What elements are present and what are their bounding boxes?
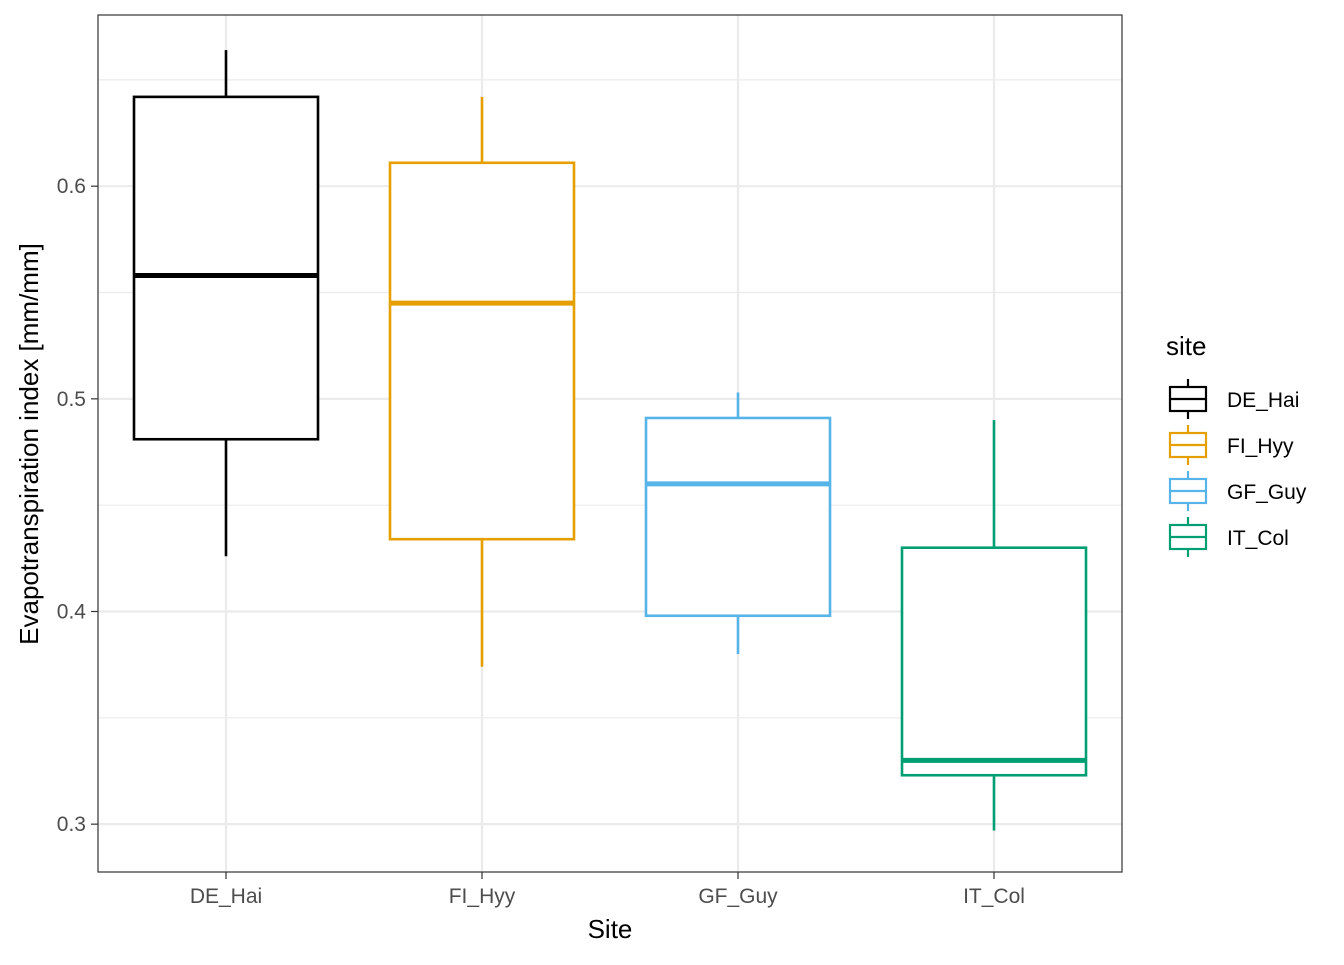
legend-item-IT_Col: IT_Col: [1168, 517, 1289, 557]
x-tick-label: IT_Col: [963, 885, 1025, 908]
x-tick-label: FI_Hyy: [449, 885, 516, 908]
legend: DE_Hai FI_Hyy GF_Guy IT_Col: [1168, 379, 1307, 557]
x-axis-title: Site: [588, 914, 633, 944]
legend-title: site: [1166, 331, 1206, 361]
legend-label: DE_Hai: [1227, 389, 1299, 412]
box-IT_Col: [900, 420, 1088, 831]
boxes: [132, 50, 1088, 831]
x-tick-label: GF_Guy: [698, 885, 778, 908]
legend-label: FI_Hyy: [1227, 435, 1294, 458]
legend-label: IT_Col: [1227, 527, 1289, 550]
x-tick-label: DE_Hai: [190, 885, 262, 908]
box-iqr: [388, 161, 576, 541]
box-FI_Hyy: [388, 96, 576, 667]
y-tick-label: 0.6: [57, 175, 86, 198]
legend-item-GF_Guy: GF_Guy: [1168, 471, 1307, 511]
y-tick-label: 0.5: [57, 388, 86, 411]
y-tick-label: 0.4: [57, 600, 87, 623]
box-iqr: [644, 416, 832, 618]
y-axis-title: Evapotranspiration index [mm/mm]: [14, 243, 44, 645]
y-tick-label: 0.3: [57, 813, 86, 836]
legend-label: GF_Guy: [1227, 481, 1307, 504]
box-iqr: [900, 546, 1088, 777]
box-GF_Guy: [644, 392, 832, 655]
box-iqr: [132, 95, 320, 441]
legend-item-FI_Hyy: FI_Hyy: [1168, 425, 1294, 465]
axes: 0.3 0.4 0.5 0.6 DE_Hai FI_Hyy GF_Guy IT_Col: [57, 175, 1025, 908]
box-DE_Hai: [132, 50, 320, 557]
legend-item-DE_Hai: DE_Hai: [1168, 379, 1299, 419]
panel-border: [97, 14, 1123, 873]
